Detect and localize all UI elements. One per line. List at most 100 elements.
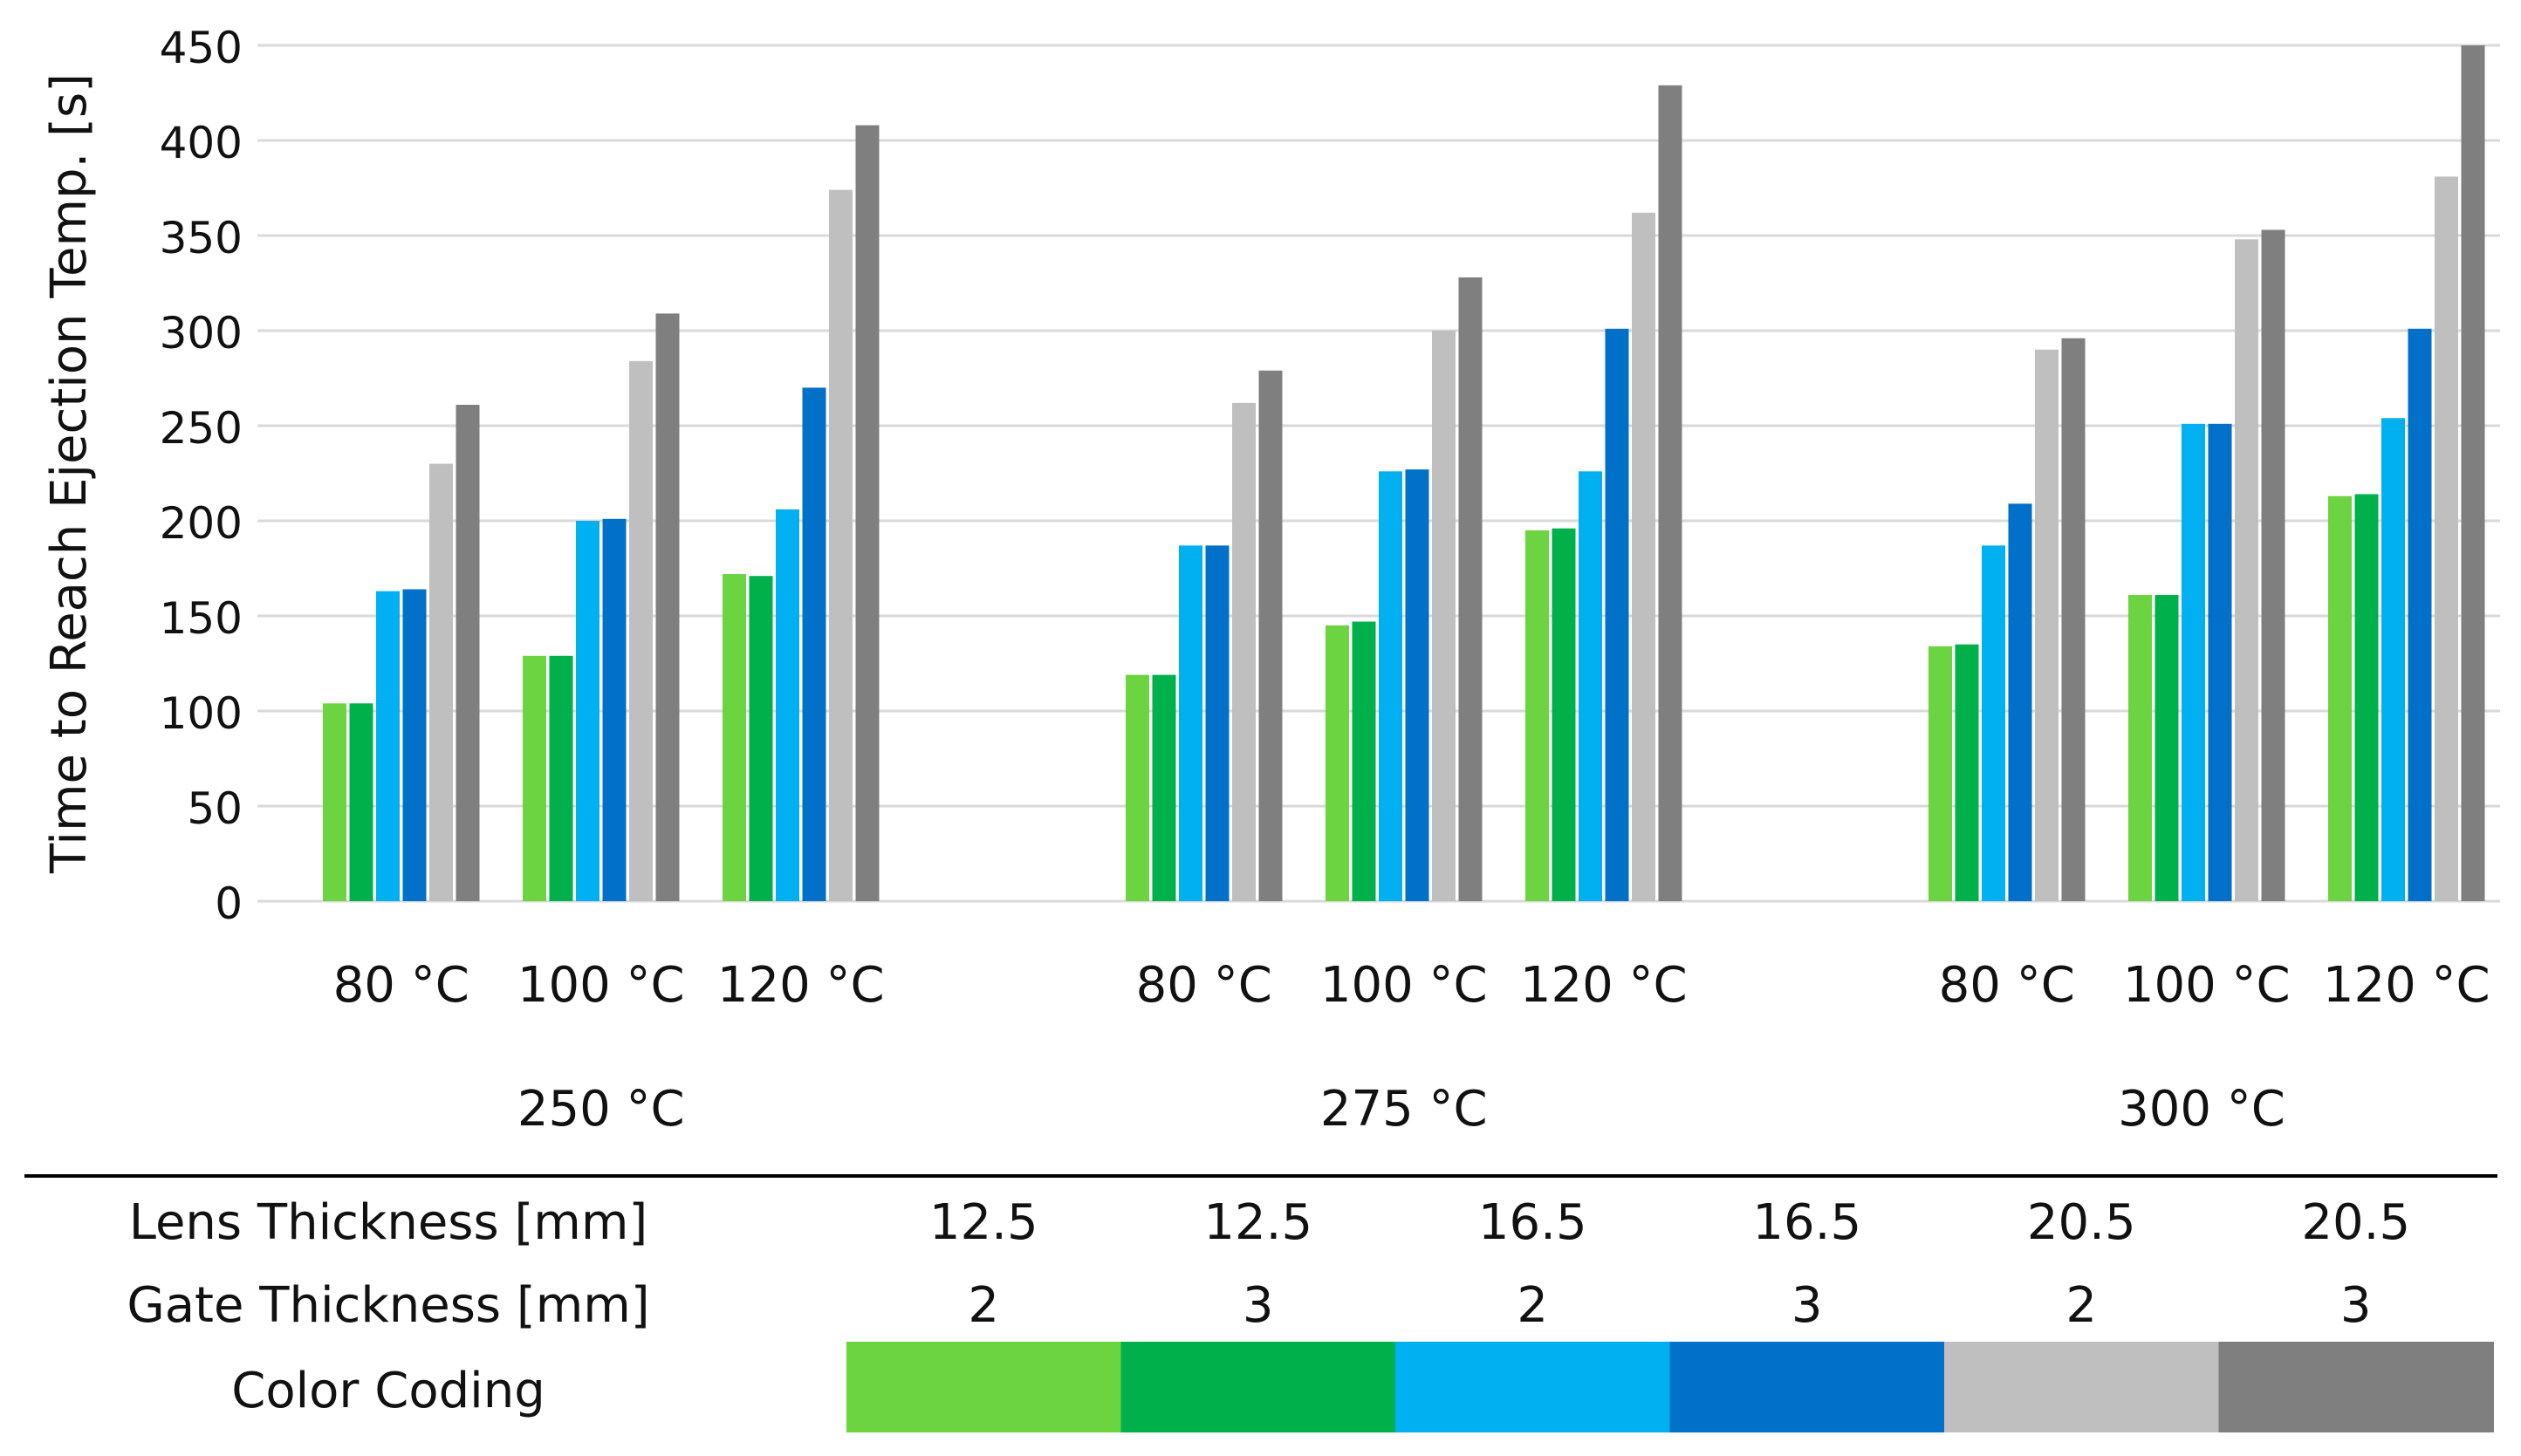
x-tick-label: 80 °C bbox=[333, 957, 469, 1014]
bar bbox=[1326, 625, 1349, 901]
x-tick-label: 100 °C bbox=[2123, 957, 2291, 1014]
x-tick-label: 120 °C bbox=[2323, 957, 2490, 1014]
bar bbox=[829, 189, 853, 901]
bar bbox=[2182, 423, 2205, 901]
group-label: 250 °C bbox=[517, 1081, 685, 1138]
bar bbox=[2128, 595, 2152, 901]
bar bbox=[576, 521, 599, 901]
lens-thickness-value: 20.5 bbox=[2301, 1194, 2410, 1251]
axes: 0 50 100 150 200 250 300 350 400 450 Time to Reach… bbox=[41, 23, 243, 929]
bar bbox=[1379, 471, 1402, 901]
bar bbox=[749, 576, 773, 901]
bars bbox=[323, 45, 2485, 902]
bar bbox=[655, 313, 680, 901]
bar bbox=[1232, 402, 1256, 902]
bar bbox=[2208, 423, 2232, 901]
bar bbox=[2008, 503, 2032, 901]
y-tick-label: 150 bbox=[160, 593, 243, 644]
gate-thickness-label: Gate Thickness [mm] bbox=[127, 1277, 649, 1334]
bar bbox=[1632, 212, 1655, 902]
y-tick-label: 0 bbox=[215, 878, 243, 929]
bar bbox=[855, 125, 880, 901]
bar bbox=[1126, 674, 1149, 901]
bar bbox=[1352, 621, 1376, 901]
color-swatch bbox=[1669, 1342, 1945, 1432]
bar bbox=[2381, 418, 2405, 901]
bar bbox=[1955, 644, 1979, 901]
bar bbox=[549, 655, 573, 901]
bar bbox=[723, 574, 746, 901]
bar bbox=[602, 518, 627, 901]
bar bbox=[1458, 277, 1483, 902]
color-coding-label: Color Coding bbox=[231, 1363, 545, 1419]
bar bbox=[2035, 349, 2059, 901]
bar bbox=[2328, 496, 2352, 901]
bar bbox=[1605, 328, 1629, 901]
x-tick-label: 120 °C bbox=[1520, 957, 1688, 1014]
legend-table: Lens Thickness [mm] Gate Thickness [mm] Co… bbox=[24, 1174, 2497, 1432]
bar bbox=[1179, 545, 1202, 901]
bar bbox=[2435, 176, 2458, 902]
color-swatch bbox=[846, 1342, 1122, 1432]
y-axis-label: Time to Reach Ejection Temp. [s] bbox=[41, 73, 98, 874]
bar bbox=[1205, 545, 1230, 901]
bar bbox=[1579, 471, 1602, 901]
gate-thickness-value: 2 bbox=[968, 1277, 999, 1334]
bar bbox=[1525, 530, 1549, 901]
group-label: 275 °C bbox=[1320, 1081, 1488, 1138]
bar bbox=[2461, 45, 2485, 901]
x-tick-label: 80 °C bbox=[1939, 957, 2075, 1014]
bar bbox=[2354, 494, 2379, 901]
bar bbox=[802, 387, 826, 901]
bar bbox=[1432, 331, 1456, 901]
bar bbox=[1405, 469, 1429, 901]
y-tick-label: 350 bbox=[160, 213, 243, 263]
bar bbox=[429, 463, 453, 901]
labels: 80 °C 100 °C 120 °C 250 °C 80 °C 100 °C 120 °C… bbox=[333, 957, 2490, 1138]
color-swatch bbox=[2218, 1342, 2494, 1432]
bar bbox=[2408, 328, 2432, 901]
bar bbox=[1552, 528, 1576, 901]
gate-thickness-value: 3 bbox=[1243, 1277, 1274, 1334]
y-tick-label: 250 bbox=[160, 403, 243, 454]
lens-thickness-label: Lens Thickness [mm] bbox=[129, 1194, 648, 1251]
x-tick-label: 100 °C bbox=[517, 957, 685, 1014]
gate-thickness-value: 3 bbox=[1791, 1277, 1823, 1334]
bar bbox=[1928, 646, 1952, 901]
bar bbox=[2235, 239, 2258, 901]
lens-thickness-value: 20.5 bbox=[2027, 1194, 2136, 1251]
y-tick-label: 450 bbox=[160, 23, 243, 73]
x-tick-label: 120 °C bbox=[717, 957, 885, 1014]
gate-thickness-value: 2 bbox=[1517, 1277, 1548, 1334]
lens-thickness-value: 12.5 bbox=[929, 1194, 1038, 1251]
bar bbox=[1982, 545, 2005, 901]
bar bbox=[1258, 370, 1283, 901]
lens-thickness-value: 16.5 bbox=[1752, 1194, 1861, 1251]
bar bbox=[349, 703, 373, 901]
color-swatch bbox=[1944, 1342, 2220, 1432]
y-tick-label: 200 bbox=[160, 498, 243, 549]
bar bbox=[323, 703, 346, 901]
gate-thickness-value: 3 bbox=[2340, 1277, 2372, 1334]
y-tick-label: 100 bbox=[160, 688, 243, 739]
gate-thickness-value: 2 bbox=[2065, 1277, 2097, 1334]
bar bbox=[2261, 229, 2285, 902]
color-swatch bbox=[1395, 1342, 1671, 1432]
x-tick-label: 100 °C bbox=[1320, 957, 1488, 1014]
bar bbox=[1152, 674, 1176, 901]
bar bbox=[2061, 338, 2086, 902]
bar bbox=[629, 360, 653, 901]
bar bbox=[2154, 595, 2179, 901]
bar bbox=[456, 405, 480, 901]
bar bbox=[402, 589, 427, 901]
y-tick-label: 400 bbox=[160, 118, 243, 168]
group-label: 300 °C bbox=[2118, 1081, 2285, 1138]
bar bbox=[1658, 85, 1682, 901]
color-swatch bbox=[1120, 1342, 1396, 1432]
y-tick-label: 300 bbox=[160, 308, 243, 359]
bar bbox=[776, 509, 799, 901]
x-tick-label: 80 °C bbox=[1136, 957, 1272, 1014]
lens-thickness-value: 12.5 bbox=[1203, 1194, 1312, 1251]
